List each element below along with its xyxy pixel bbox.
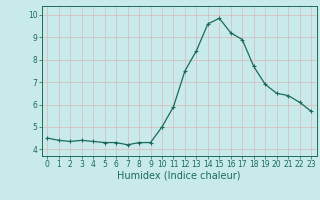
- X-axis label: Humidex (Indice chaleur): Humidex (Indice chaleur): [117, 171, 241, 181]
